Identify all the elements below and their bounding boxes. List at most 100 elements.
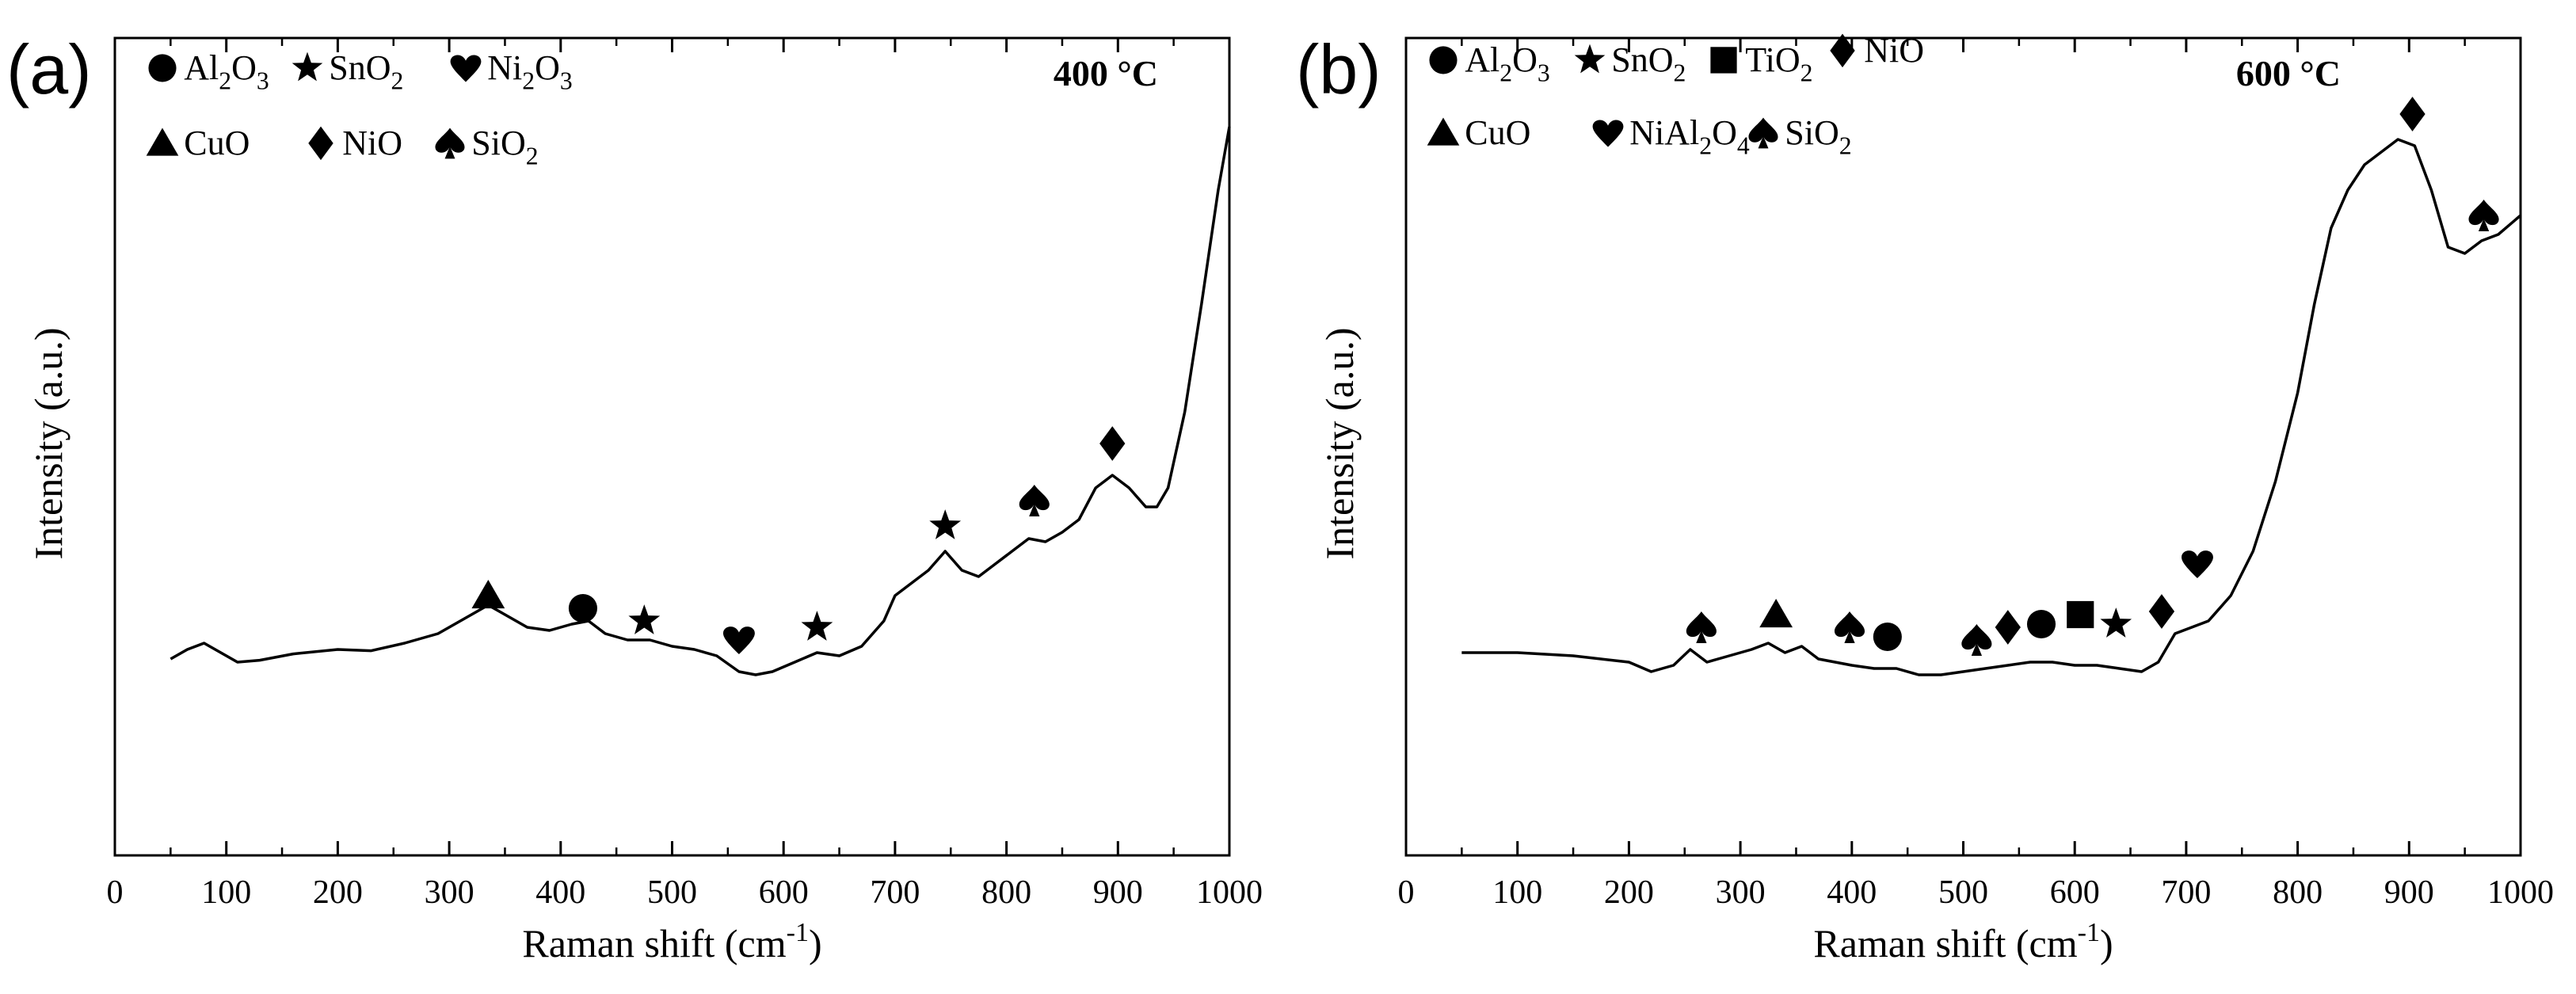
legend-item-triangle: CuO	[1427, 113, 1530, 152]
legend-item-star-label: SnO2	[329, 48, 403, 94]
x-tick-label: 600	[2050, 874, 2100, 911]
x-tick-label: 900	[1093, 874, 1143, 911]
panel-b: 0 100 200 300 400 500 600 700 800 900 1000 Raman sh…	[1296, 30, 2554, 965]
spade-icon-stem	[444, 146, 455, 159]
peak-marker-spade	[1686, 611, 1717, 643]
x-tick-label: 900	[2384, 874, 2434, 911]
peak-marker-spade-body	[1019, 485, 1050, 511]
x-tick-label: 200	[1604, 874, 1654, 911]
x-tick-label: 1000	[2487, 874, 2554, 911]
x-tick-label: 0	[107, 874, 124, 911]
legend-item-heart-label: NiAl2O4	[1629, 113, 1750, 159]
legend: Al2O3 SnO2 TiO2 NiO CuO NiAl2O4 SiO2	[1427, 31, 1924, 159]
peak-marker-triangle	[471, 580, 505, 609]
x-axis-title: Raman shift (cm-1)	[1813, 918, 2113, 965]
legend-item-spade: SiO2	[435, 124, 539, 169]
legend-item-triangle-label: CuO	[184, 124, 250, 162]
peak-markers	[1686, 97, 2499, 656]
peak-marker-spade-stem	[2478, 218, 2490, 231]
x-axis: 0 100 200 300 400 500 600 700 800 900 1000	[107, 38, 1263, 911]
peak-marker-spade-body	[1961, 624, 1992, 650]
x-tick-label: 800	[2273, 874, 2323, 911]
x-axis: 0 100 200 300 400 500 600 700 800 900 1000	[1398, 38, 2554, 911]
spade-icon-stem	[1758, 135, 1769, 149]
x-tick-label: 500	[1938, 874, 1988, 911]
peak-marker-star	[2100, 607, 2132, 638]
peak-marker-spade-body	[2468, 200, 2499, 226]
spade-icon-body	[435, 128, 465, 153]
panel-label: (a)	[6, 30, 92, 109]
peak-marker-diamond	[2148, 594, 2175, 629]
temperature-label: 600 °C	[2236, 53, 2341, 93]
legend-item-heart: Ni2O3	[450, 48, 573, 94]
legend-item-spade-label: SiO2	[1785, 113, 1851, 159]
legend-item-diamond-label: NiO	[1864, 31, 1924, 70]
legend-item-spade: SiO2	[1748, 113, 1852, 159]
legend-item-star: SnO2	[1574, 40, 1686, 86]
peak-marker-spade-stem	[1029, 503, 1040, 516]
peak-marker-spade-body	[1686, 611, 1717, 638]
peak-marker-spade	[1834, 611, 1865, 643]
legend-item-circle-label: Al2O3	[1465, 40, 1549, 86]
legend-item-heart-label: Ni2O3	[487, 48, 572, 94]
spectrum-line	[1461, 138, 2522, 676]
x-tick-label: 600	[759, 874, 809, 911]
peak-marker-heart	[722, 626, 755, 655]
legend-item-diamond: NiO	[1830, 31, 1924, 70]
x-tick-label: 500	[647, 874, 697, 911]
peak-marker-square	[2067, 600, 2094, 629]
x-tick-label: 700	[2161, 874, 2211, 911]
peak-marker-diamond	[1995, 610, 2021, 645]
x-tick-label: 400	[535, 874, 585, 911]
temperature-label: 400 °C	[1054, 53, 1158, 93]
legend-item-triangle: CuO	[146, 124, 250, 162]
peak-marker-star	[628, 604, 661, 634]
spade-icon	[435, 128, 465, 159]
peak-marker-spade	[1019, 485, 1050, 516]
circle-icon	[1429, 46, 1458, 74]
x-tick-label: 1000	[1196, 874, 1263, 911]
peak-marker-spade-stem	[1696, 630, 1707, 643]
peak-marker-spade	[1961, 624, 1992, 656]
x-tick-label: 200	[313, 874, 363, 911]
triangle-icon	[146, 128, 179, 156]
spectrum-line	[170, 126, 1231, 676]
legend-item-star-label: SnO2	[1611, 40, 1686, 86]
legend-item-heart: NiAl2O4	[1592, 113, 1750, 159]
x-tick-label: 100	[201, 874, 251, 911]
y-axis-title: Intensity (a.u.)	[26, 328, 70, 560]
peak-marker-circle	[2026, 609, 2056, 639]
diamond-icon	[308, 126, 333, 161]
star-icon	[1574, 44, 1606, 74]
legend-item-diamond-label: NiO	[342, 124, 402, 162]
legend-item-circle-label: Al2O3	[184, 48, 269, 94]
legend-item-star: SnO2	[292, 48, 403, 94]
spade-icon	[1748, 117, 1778, 149]
legend-item-diamond: NiO	[308, 124, 402, 162]
legend-item-triangle-label: CuO	[1465, 113, 1530, 152]
x-tick-label: 300	[1716, 874, 1766, 911]
peak-marker-star	[929, 509, 962, 539]
x-tick-label: 800	[981, 874, 1031, 911]
legend-item-circle: Al2O3	[1429, 40, 1550, 86]
triangle-icon	[1427, 117, 1460, 146]
legend-item-spade-label: SiO2	[471, 124, 538, 169]
x-tick-label: 0	[1398, 874, 1415, 911]
peak-marker-circle	[1873, 622, 1902, 652]
diamond-icon	[1830, 33, 1855, 68]
legend-item-square: TiO2	[1710, 40, 1812, 86]
x-tick-label: 400	[1827, 874, 1877, 911]
peak-markers	[471, 426, 1126, 655]
panel-a: 0 100 200 300 400 500 600 700 800 900 1000 Raman sh…	[6, 30, 1263, 965]
peak-marker-heart	[2182, 550, 2213, 579]
panel-label: (b)	[1296, 30, 1381, 109]
circle-icon	[148, 54, 177, 82]
x-axis-title: Raman shift (cm-1)	[522, 918, 821, 965]
peak-marker-spade	[2468, 200, 2499, 231]
plot-frame	[113, 36, 1231, 857]
peak-marker-triangle	[1759, 599, 1793, 628]
legend: Al2O3 SnO2 Ni2O3 CuO NiO SiO2	[146, 48, 573, 169]
peak-marker-diamond	[2399, 97, 2425, 131]
peak-marker-diamond	[1099, 426, 1126, 461]
